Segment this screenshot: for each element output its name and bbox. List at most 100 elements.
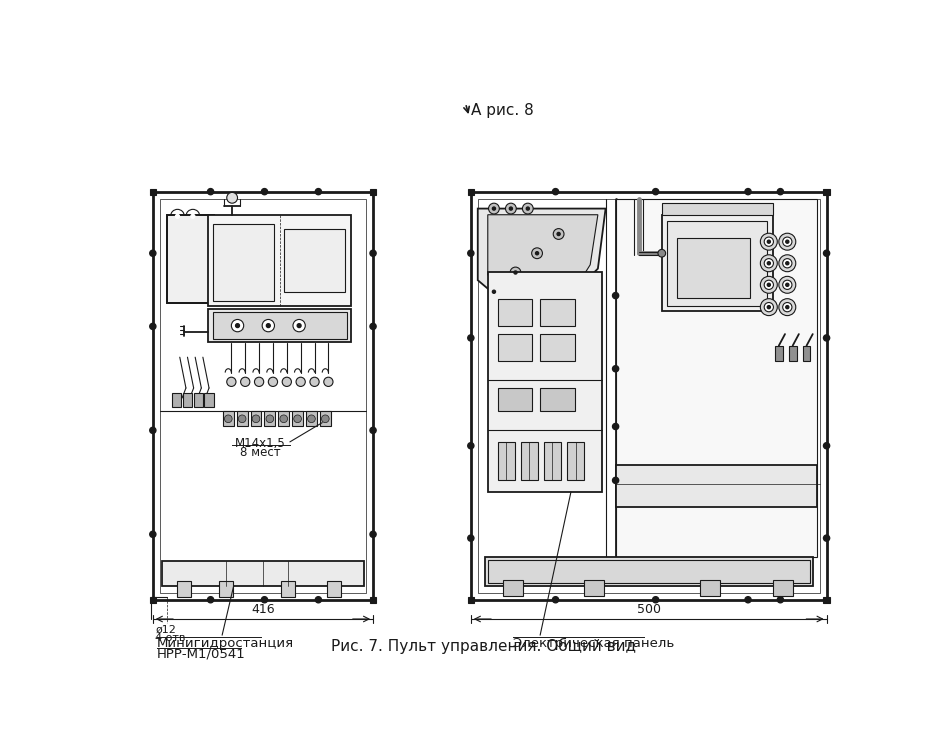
Circle shape [778, 298, 795, 316]
Bar [168, 216, 212, 302]
Circle shape [296, 324, 301, 328]
Circle shape [612, 477, 618, 484]
Circle shape [531, 248, 542, 259]
Polygon shape [487, 214, 598, 305]
Circle shape [231, 320, 244, 332]
Circle shape [782, 302, 791, 312]
Text: Рис. 7. Пульт управления. Общий вид: Рис. 7. Пульт управления. Общий вид [331, 638, 635, 654]
Circle shape [764, 302, 772, 312]
Circle shape [266, 324, 270, 328]
Circle shape [522, 203, 532, 214]
Bar [166, 214, 214, 303]
Circle shape [612, 292, 618, 298]
Bar [166, 214, 214, 303]
Bar [615, 465, 817, 507]
Circle shape [822, 442, 829, 448]
Bar [327, 581, 341, 597]
Circle shape [510, 267, 520, 278]
Text: 8 мест: 8 мест [240, 446, 280, 459]
Bar [774, 346, 782, 361]
Circle shape [235, 324, 239, 328]
Circle shape [778, 255, 795, 272]
Bar [194, 394, 203, 407]
Circle shape [782, 259, 791, 268]
Bar [250, 411, 261, 427]
Bar [208, 214, 351, 305]
Circle shape [492, 207, 495, 210]
Circle shape [295, 377, 305, 386]
Circle shape [293, 320, 305, 332]
Bar [540, 388, 574, 411]
Circle shape [767, 305, 769, 309]
Bar [661, 203, 772, 214]
Circle shape [294, 415, 301, 423]
Circle shape [822, 251, 829, 257]
Text: ø12: ø12 [155, 626, 176, 635]
Bar [502, 580, 523, 596]
Circle shape [505, 203, 515, 214]
Bar [280, 581, 295, 597]
Circle shape [492, 290, 495, 293]
Circle shape [760, 298, 777, 316]
Circle shape [467, 442, 473, 448]
Circle shape [767, 262, 769, 265]
Bar [467, 597, 473, 603]
Circle shape [149, 531, 156, 537]
Circle shape [785, 240, 788, 243]
Circle shape [612, 424, 618, 430]
Bar [153, 192, 373, 600]
Bar [822, 597, 829, 603]
Circle shape [652, 188, 658, 195]
Bar [544, 442, 561, 481]
Polygon shape [478, 209, 605, 314]
Bar [788, 346, 796, 361]
Bar [801, 346, 810, 361]
Circle shape [227, 377, 236, 386]
Bar [566, 442, 583, 481]
Bar [223, 411, 233, 427]
Bar [772, 580, 792, 596]
Bar [278, 411, 289, 427]
Circle shape [315, 597, 321, 603]
Circle shape [370, 251, 376, 257]
Circle shape [744, 188, 750, 195]
Circle shape [785, 262, 788, 265]
Bar [666, 221, 767, 305]
Circle shape [526, 207, 529, 210]
Circle shape [467, 251, 473, 257]
Text: Электрическая панель: Электрическая панель [513, 637, 674, 650]
Circle shape [261, 188, 267, 195]
Bar [520, 442, 537, 481]
Circle shape [224, 415, 232, 423]
Circle shape [785, 305, 788, 309]
Circle shape [176, 214, 179, 218]
Bar [583, 580, 603, 596]
Text: НРР-М1/0541: НРР-М1/0541 [157, 647, 245, 661]
Circle shape [488, 286, 498, 297]
Circle shape [785, 284, 788, 286]
Circle shape [279, 415, 287, 423]
Circle shape [782, 280, 791, 290]
Circle shape [241, 377, 249, 386]
Bar [467, 188, 473, 195]
Circle shape [552, 229, 564, 239]
Bar [615, 199, 817, 557]
Circle shape [282, 377, 291, 386]
Circle shape [310, 377, 319, 386]
Text: 500: 500 [636, 603, 660, 616]
Circle shape [208, 188, 213, 195]
Circle shape [760, 255, 777, 272]
Bar [219, 581, 232, 597]
Text: М14х1,5: М14х1,5 [235, 436, 286, 449]
Circle shape [261, 597, 267, 603]
Circle shape [307, 415, 315, 423]
Bar [370, 597, 376, 603]
Circle shape [767, 240, 769, 243]
Circle shape [777, 188, 783, 195]
Bar [237, 411, 247, 427]
Circle shape [778, 233, 795, 250]
Text: 4 отв.: 4 отв. [155, 633, 189, 643]
Bar [540, 334, 574, 361]
Bar [699, 580, 718, 596]
Circle shape [509, 207, 512, 210]
